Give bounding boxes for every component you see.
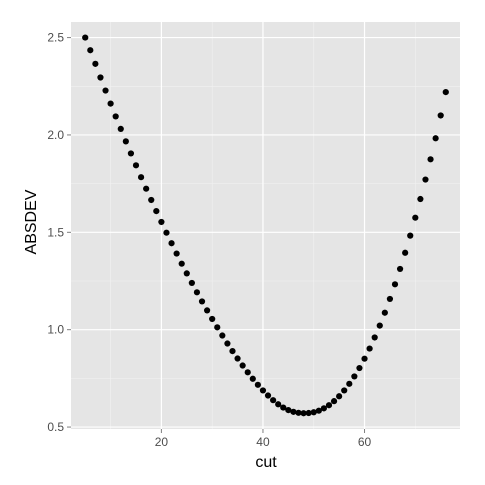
data-point	[275, 401, 282, 408]
data-point	[234, 355, 241, 362]
data-point	[87, 47, 94, 54]
data-point	[92, 60, 99, 67]
data-point	[117, 125, 124, 133]
data-point	[264, 392, 272, 399]
data-point	[107, 100, 114, 107]
data-point	[300, 410, 307, 417]
y-tick-label: 2.5	[47, 31, 64, 45]
data-point	[290, 408, 297, 415]
data-point	[219, 332, 226, 339]
data-point	[188, 279, 195, 287]
data-point	[270, 397, 277, 404]
data-point	[341, 387, 348, 394]
data-point	[366, 345, 373, 352]
data-point	[386, 295, 394, 303]
data-point	[259, 387, 267, 394]
data-point	[371, 334, 378, 341]
data-point	[432, 135, 439, 142]
y-axis-ticks: 0.5 1.0 1.5 2.0 2.5	[47, 31, 71, 434]
data-point	[376, 322, 383, 329]
data-point	[330, 398, 338, 405]
data-point	[310, 409, 317, 416]
data-point	[143, 185, 150, 192]
data-point	[320, 405, 328, 412]
data-point	[244, 369, 251, 376]
data-point	[158, 218, 165, 226]
x-tick-label: 20	[155, 435, 169, 449]
data-point	[346, 380, 353, 387]
data-point	[168, 240, 175, 247]
data-point	[229, 348, 236, 355]
data-points	[82, 34, 449, 417]
data-point	[407, 232, 414, 239]
data-point	[280, 404, 287, 411]
data-point	[173, 250, 180, 257]
data-point	[285, 407, 292, 414]
data-point	[163, 229, 170, 236]
data-point	[402, 249, 409, 256]
data-point	[295, 409, 302, 416]
data-point	[442, 89, 449, 96]
data-point	[351, 373, 358, 380]
data-point	[422, 176, 429, 183]
data-point	[178, 260, 185, 267]
data-point	[198, 298, 206, 305]
y-axis-title: ABSDEV	[23, 189, 40, 254]
data-point	[214, 324, 221, 331]
data-point	[209, 315, 216, 323]
data-point	[112, 113, 119, 120]
x-tick-label: 40	[256, 435, 270, 449]
data-point	[102, 87, 109, 94]
data-point	[132, 162, 140, 169]
x-axis-ticks: 20 40 60	[155, 429, 372, 449]
data-point	[437, 112, 444, 119]
y-tick-label: 2.0	[47, 128, 64, 142]
data-point	[356, 364, 363, 372]
data-point	[412, 214, 419, 221]
data-point	[417, 195, 424, 203]
data-point	[203, 307, 211, 314]
data-point	[361, 355, 368, 362]
data-point	[137, 174, 145, 181]
data-point	[127, 150, 135, 157]
data-point	[325, 402, 333, 409]
data-point	[122, 138, 129, 145]
data-point	[315, 407, 322, 414]
data-point	[381, 309, 388, 316]
plot-panel	[71, 22, 460, 429]
data-point	[239, 362, 246, 369]
data-point	[224, 340, 231, 347]
data-point	[97, 74, 104, 81]
data-point	[336, 393, 343, 400]
minor-gridlines	[71, 22, 460, 429]
data-point	[183, 270, 190, 277]
x-tick-label: 60	[358, 435, 372, 449]
data-point	[193, 289, 201, 296]
data-point	[391, 281, 399, 288]
y-tick-label: 1.0	[47, 323, 64, 337]
data-point	[396, 265, 404, 273]
data-point	[305, 409, 312, 417]
x-axis-title: cut	[255, 454, 277, 471]
data-point	[153, 207, 160, 215]
data-point	[254, 381, 261, 388]
y-tick-label: 1.5	[47, 225, 64, 239]
data-point	[82, 34, 89, 41]
y-tick-label: 0.5	[47, 420, 64, 434]
data-point	[148, 196, 155, 204]
data-point	[427, 156, 434, 163]
data-point	[249, 375, 256, 382]
